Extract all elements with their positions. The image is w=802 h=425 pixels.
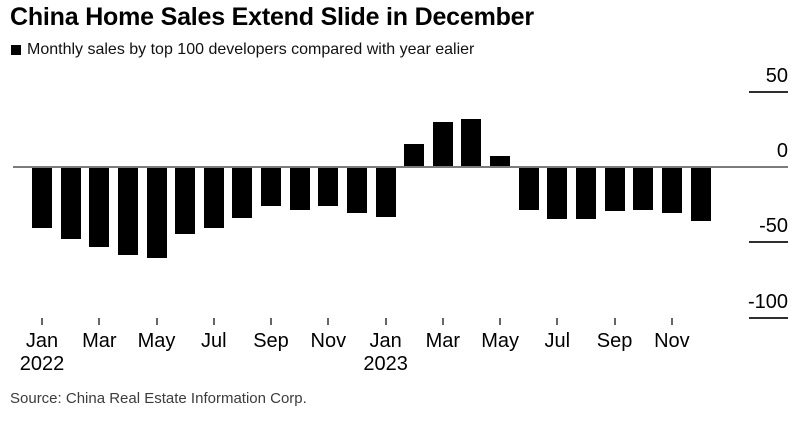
bar-oct-2022 (289, 168, 310, 211)
x-axis-year-label-2023: 2023 (363, 353, 408, 375)
x-axis-tick-jan-2023 (384, 318, 387, 325)
source-note: Source: China Real Estate Information Co… (10, 390, 307, 407)
x-axis-tick-jul (556, 318, 559, 325)
x-axis-tick-jan-2022 (41, 318, 43, 325)
x-axis-label-sep: Sep (596, 330, 633, 352)
bar-dec-2022 (346, 168, 367, 214)
y-axis-tick--100 (749, 316, 788, 319)
x-axis-tick-nov (327, 318, 330, 325)
bar-aug-2022 (232, 168, 253, 218)
bar-may-2023 (490, 156, 511, 166)
x-axis-label-mar: Mar (425, 330, 461, 352)
x-axis-year-label-2022: 2022 (19, 353, 65, 375)
bar-jun-2022 (175, 168, 196, 234)
y-axis-tick--50 (749, 241, 788, 244)
y-axis-tick-50 (749, 90, 788, 93)
bar-apr-2023 (461, 118, 482, 166)
legend: Monthly sales by top 100 developers comp… (11, 41, 474, 59)
bar-nov-2022 (318, 168, 339, 206)
y-axis-label-50: 50 (765, 64, 788, 87)
bar-jul-2023 (547, 168, 568, 219)
x-axis-label-mar: Mar (82, 330, 117, 352)
x-axis-label-jul: Jul (544, 330, 571, 352)
x-axis-tick-sep (270, 318, 272, 325)
bar-feb-2023 (404, 144, 425, 166)
x-axis-label-nov: Nov (654, 330, 690, 352)
bar-jan-2023 (375, 168, 396, 217)
x-axis-tick-sep (613, 318, 616, 325)
x-axis-tick-may (499, 318, 502, 325)
bar-may-2022 (146, 168, 167, 258)
x-axis-label-jul: Jul (201, 330, 227, 352)
bar-apr-2022 (117, 168, 138, 256)
x-axis-tick-mar (441, 318, 444, 325)
y-axis-label--100: -100 (747, 290, 788, 313)
zero-axis-line (13, 166, 788, 168)
bar-jan-2022 (32, 168, 52, 229)
bar-jul-2022 (203, 168, 224, 228)
legend-label: Monthly sales by top 100 developers comp… (27, 41, 475, 58)
x-axis-tick-may (155, 318, 158, 325)
x-axis-label-nov: Nov (310, 330, 347, 352)
bar-sep-2022 (261, 168, 281, 206)
bar-sep-2023 (604, 168, 625, 211)
bar-jun-2023 (518, 168, 539, 211)
bar-dec-2023 (690, 168, 711, 221)
bar-mar-2022 (89, 168, 110, 248)
bar-nov-2023 (661, 168, 682, 214)
x-axis-label-sep: Sep (253, 330, 289, 352)
x-axis-label-may: May (137, 330, 176, 352)
y-axis-label--50: -50 (759, 215, 788, 238)
bar-feb-2022 (60, 168, 81, 239)
x-axis-tick-nov (670, 318, 673, 325)
x-axis-label-jan-2022: Jan (25, 330, 59, 352)
bar-aug-2023 (576, 168, 596, 220)
bar-mar-2023 (432, 121, 453, 166)
x-axis-label-may: May (481, 330, 519, 352)
bar-oct-2023 (633, 168, 654, 211)
y-axis-label-0: 0 (776, 140, 788, 162)
x-axis-tick-jul (212, 318, 215, 325)
x-axis-label-jan-2023: Jan (369, 330, 402, 352)
chart-title: China Home Sales Extend Slide in Decembe… (10, 3, 534, 31)
x-axis-tick-mar (98, 318, 101, 325)
legend-square-icon (11, 45, 21, 55)
